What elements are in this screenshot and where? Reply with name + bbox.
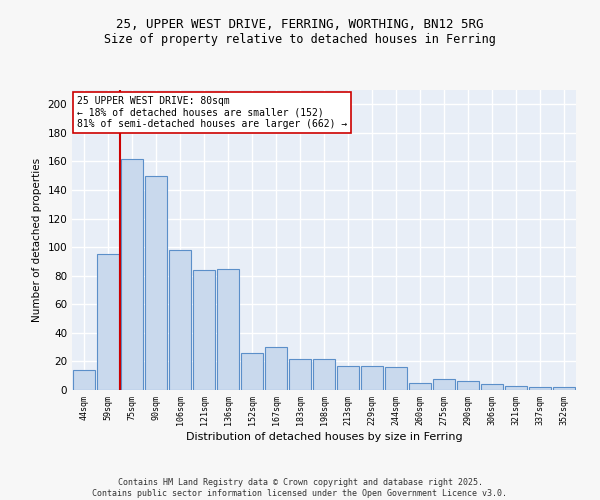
Bar (457, 382, 479, 390)
Bar (337, 366, 359, 390)
Bar (217, 268, 239, 390)
Bar (361, 366, 383, 390)
Text: Contains HM Land Registry data © Crown copyright and database right 2025.
Contai: Contains HM Land Registry data © Crown c… (92, 478, 508, 498)
Bar (145, 176, 167, 390)
Bar (193, 270, 215, 390)
Bar (505, 386, 527, 390)
Text: 25, UPPER WEST DRIVE, FERRING, WORTHING, BN12 5RG: 25, UPPER WEST DRIVE, FERRING, WORTHING,… (116, 18, 484, 30)
Bar (409, 383, 431, 390)
Bar (481, 384, 503, 390)
Bar (97, 254, 119, 390)
Bar (121, 158, 143, 390)
Bar (529, 387, 551, 390)
Text: Size of property relative to detached houses in Ferring: Size of property relative to detached ho… (104, 32, 496, 46)
Bar (433, 378, 455, 390)
Bar (553, 387, 575, 390)
Y-axis label: Number of detached properties: Number of detached properties (32, 158, 42, 322)
Text: 25 UPPER WEST DRIVE: 80sqm
← 18% of detached houses are smaller (152)
81% of sem: 25 UPPER WEST DRIVE: 80sqm ← 18% of deta… (77, 96, 347, 129)
Bar (289, 358, 311, 390)
Bar (241, 353, 263, 390)
Bar (169, 250, 191, 390)
Bar (73, 370, 95, 390)
Bar (385, 367, 407, 390)
Bar (313, 358, 335, 390)
Bar (265, 347, 287, 390)
X-axis label: Distribution of detached houses by size in Ferring: Distribution of detached houses by size … (185, 432, 463, 442)
